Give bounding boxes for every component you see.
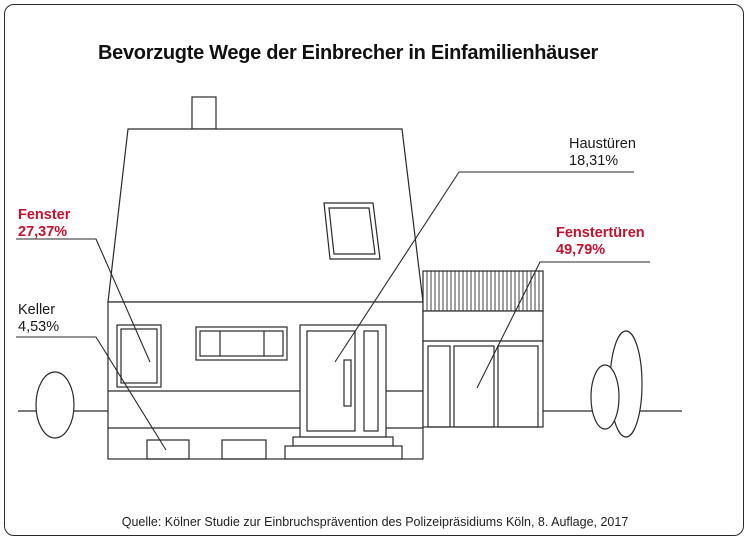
front-door — [299, 324, 387, 438]
label-keller-value: 4,53% — [18, 319, 60, 335]
leader-fenster — [16, 238, 151, 363]
label-haustueren: Haustüren 18,31% — [569, 136, 636, 170]
roof — [107, 128, 424, 303]
label-fenster-name: Fenster — [18, 207, 71, 223]
label-fenstertueren-name: Fenstertüren — [556, 225, 645, 241]
label-fenstertueren-value: 49,79% — [556, 242, 606, 258]
label-fenster: Fenster 27,37% — [18, 207, 70, 241]
railing-slats — [426, 271, 540, 311]
label-haustueren-name: Haustüren — [569, 136, 636, 152]
label-haustueren-value: 18,31% — [569, 153, 619, 169]
front-steps — [284, 436, 403, 460]
chimney — [191, 96, 217, 130]
basement-window-1 — [146, 439, 190, 460]
card-border — [4, 4, 744, 536]
basement-window-2 — [221, 439, 267, 460]
bush-left — [35, 371, 75, 439]
leader-keller — [16, 336, 167, 451]
leader-haustueren — [334, 171, 634, 363]
bush-right-small — [590, 364, 620, 430]
label-keller-name: Keller — [18, 302, 56, 318]
label-fenster-value: 27,37% — [18, 224, 68, 240]
roof-window — [323, 202, 381, 260]
patio-doors — [422, 340, 544, 428]
annex-upper — [422, 310, 544, 342]
page-title: Bevorzugte Wege der Einbrecher in Einfam… — [98, 42, 599, 64]
window-middle — [195, 326, 288, 361]
label-fenstertueren: Fenstertüren 49,79% — [556, 225, 645, 259]
leader-fenstertueren — [476, 261, 650, 389]
leader-lines — [16, 171, 650, 451]
window-left — [116, 324, 162, 388]
source-note: Quelle: Kölner Studie zur Einbruchspräve… — [121, 515, 629, 529]
label-keller: Keller 4,53% — [18, 302, 59, 336]
